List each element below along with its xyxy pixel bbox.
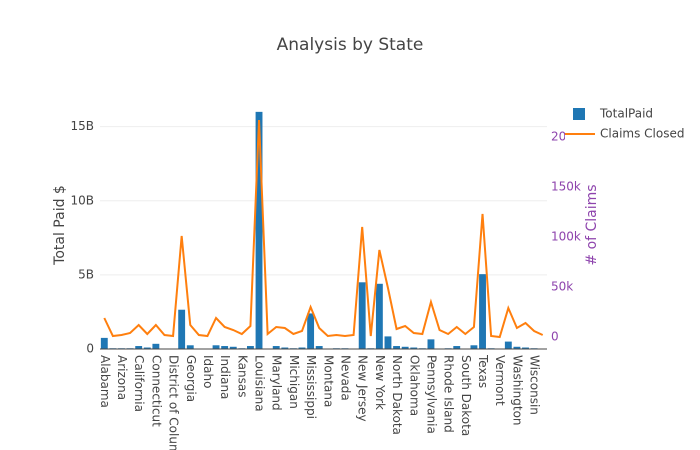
- x-tick-label: New York: [373, 355, 387, 410]
- bar: [358, 282, 366, 349]
- bar: [221, 346, 229, 349]
- x-tick-label: New Jersey: [356, 355, 370, 422]
- x-tick-label: California: [132, 355, 146, 412]
- bar: [178, 309, 186, 349]
- bar: [410, 347, 418, 349]
- x-tick-label: Kansas: [235, 355, 249, 397]
- x-tick-label: Indiana: [218, 355, 232, 399]
- x-tick-label: Maryland: [270, 355, 284, 411]
- bar: [479, 274, 486, 349]
- x-tick-label: South Dakota: [459, 355, 473, 436]
- x-tick-label: District of Columbia: [167, 355, 181, 450]
- x-tick-label: Michigan: [287, 355, 301, 409]
- bar: [401, 346, 409, 349]
- x-tick-label: Louisiana: [253, 355, 267, 412]
- bar: [307, 313, 315, 349]
- bar: [186, 345, 194, 349]
- y-tick-label: 10B: [70, 193, 94, 207]
- x-tick-label: Wisconsin: [528, 355, 542, 415]
- x-tick-label: North Dakota: [390, 355, 404, 435]
- y2-tick-label: 0: [551, 330, 559, 344]
- legend-label: Claims Closed: [600, 127, 684, 141]
- y2-tick-label: 150k: [551, 180, 581, 194]
- bar: [504, 341, 512, 349]
- x-tick-label: Connecticut: [149, 355, 163, 427]
- bar: [384, 336, 392, 349]
- x-tick-label: Rhode Island: [442, 355, 456, 433]
- x-tick-label: Alabama: [98, 355, 112, 408]
- bar: [281, 347, 289, 349]
- x-tick-label: Georgia: [184, 355, 198, 402]
- y-tick-label: 15B: [70, 119, 94, 133]
- y2-tick-label: 100k: [551, 230, 581, 244]
- y2-axis-title: # of Claims: [584, 184, 600, 265]
- bar: [246, 346, 254, 349]
- bar: [315, 346, 323, 349]
- bar: [143, 347, 151, 349]
- x-tick-label: Pennsylvania: [424, 355, 438, 434]
- bar: [255, 111, 263, 349]
- bar: [375, 283, 383, 349]
- bar: [100, 337, 108, 349]
- chart-title: Analysis by State: [277, 35, 424, 55]
- x-tick-label: Mississippi: [304, 355, 318, 419]
- y-axis-title: Total Paid $: [52, 185, 68, 266]
- bar: [212, 345, 220, 349]
- y-tick-label: 0: [86, 342, 94, 356]
- bar: [152, 343, 160, 349]
- bar: [513, 346, 521, 349]
- x-tick-label: Nevada: [338, 355, 352, 401]
- y2-tick-label: 50k: [551, 280, 573, 294]
- bar: [393, 346, 401, 349]
- bar: [470, 345, 478, 349]
- bar: [272, 346, 280, 349]
- bar: [427, 339, 435, 349]
- x-tick-label: Texas: [476, 354, 490, 388]
- bar: [522, 347, 529, 349]
- y-tick-label: 5B: [78, 267, 94, 281]
- x-tick-label: Arizona: [115, 355, 129, 400]
- bar: [135, 346, 143, 349]
- line: [103, 119, 544, 339]
- legend-swatch: [573, 108, 585, 120]
- bar: [453, 346, 461, 349]
- bar: [298, 347, 306, 349]
- x-tick-label: Oklahoma: [407, 355, 421, 416]
- bar: [229, 346, 237, 349]
- x-tick-label: Idaho: [201, 355, 215, 388]
- x-tick-label: Vermont: [493, 355, 507, 406]
- x-tick-label: Washington: [510, 355, 524, 426]
- x-tick-label: Montana: [321, 355, 335, 407]
- legend-label: TotalPaid: [599, 107, 653, 121]
- legend-box: [565, 104, 695, 146]
